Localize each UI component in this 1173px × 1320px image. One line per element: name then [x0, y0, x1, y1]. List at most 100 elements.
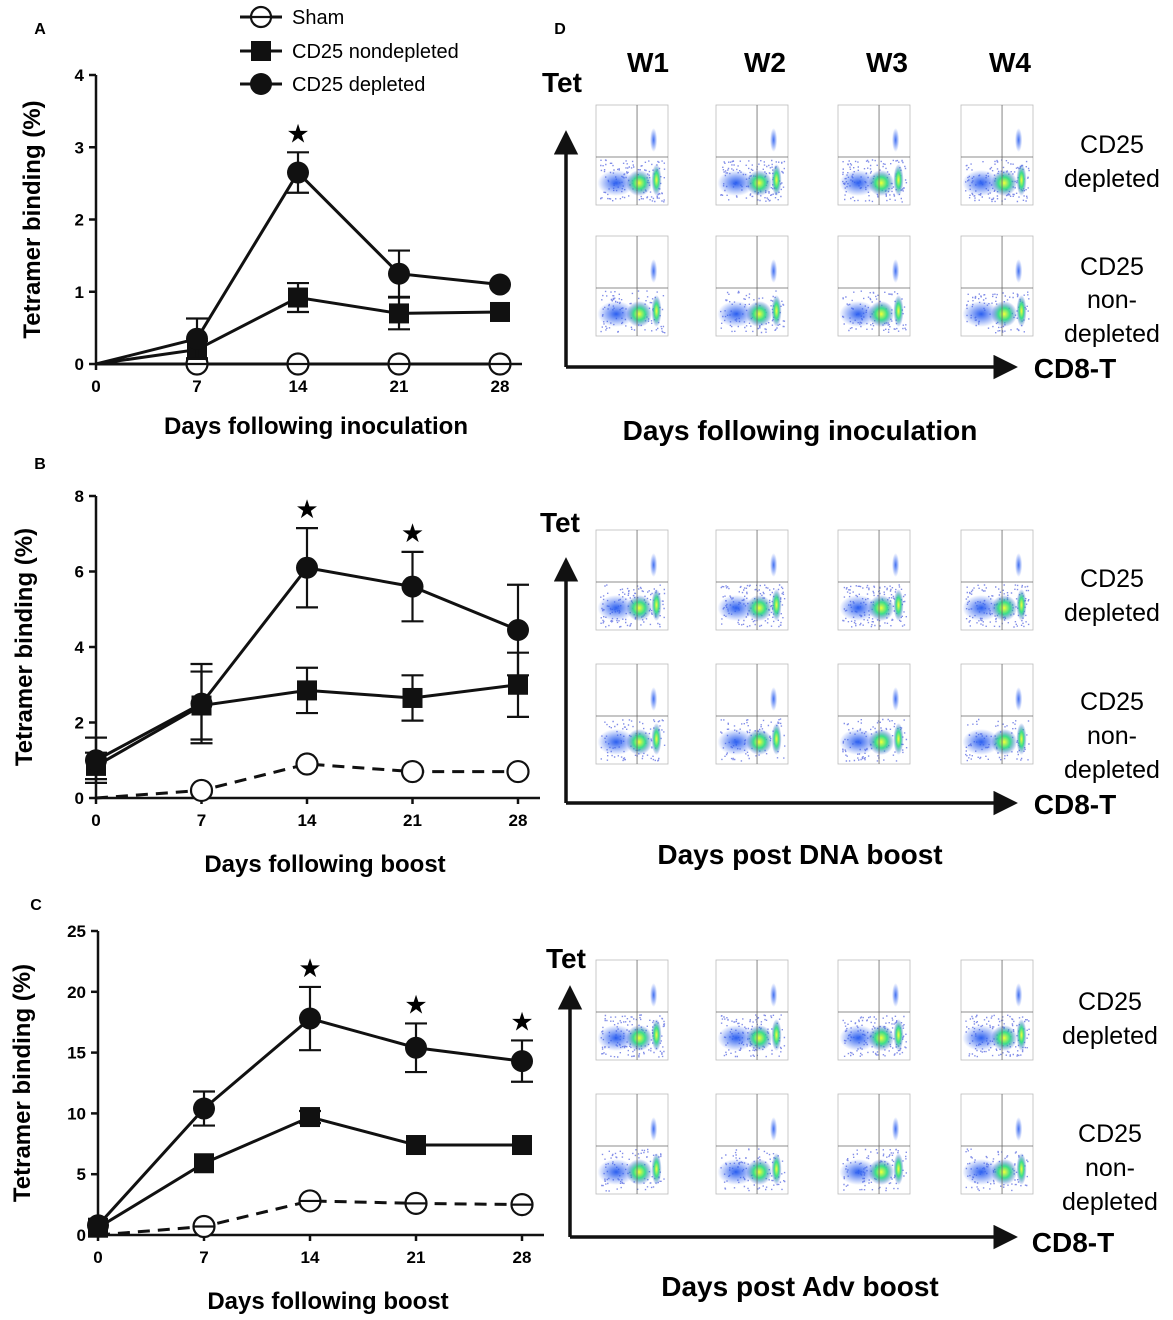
population-blob [771, 723, 782, 755]
population-blob [771, 1019, 782, 1051]
population-blob [1016, 589, 1027, 621]
population-blob [651, 589, 662, 621]
row-label: depleted [1064, 320, 1160, 348]
population-blob [991, 1159, 1018, 1185]
panel-label: D [554, 21, 566, 38]
legend-item-depleted: CD25 depleted [240, 73, 425, 96]
tetramer-positive-cluster [770, 1117, 778, 1141]
dot-plot [960, 1093, 1034, 1195]
population-blob [868, 301, 895, 327]
population-blob [717, 1159, 755, 1185]
population-blob [962, 170, 1000, 196]
tetramer-positive-cluster [892, 259, 900, 283]
row-label: CD25 [1080, 688, 1144, 716]
x-tick-label: 28 [513, 1248, 532, 1267]
dot-plot [715, 529, 789, 631]
data-point [401, 575, 424, 598]
chart-panel-a: A 0 1 2 3 4 0 7 14 21 28 Tetramer binding (%) Days f… [19, 21, 522, 440]
row-label: depleted [1062, 1188, 1158, 1216]
significance-star: ★ [298, 953, 321, 983]
column-header: W4 [989, 47, 1031, 78]
x-tick-label: 7 [197, 811, 206, 830]
data-point [193, 1097, 215, 1120]
cd8-axis-label: CD8-T [1032, 1227, 1114, 1258]
data-point [194, 1153, 214, 1174]
population-blob [771, 164, 782, 196]
population-blob [717, 301, 755, 327]
population-blob [1016, 295, 1027, 327]
y-tick-label: 25 [67, 922, 86, 941]
population-blob [991, 301, 1018, 327]
series-sham [97, 1189, 534, 1239]
data-point [296, 556, 318, 579]
tetramer-positive-cluster [1015, 259, 1023, 283]
population-blob [893, 723, 904, 755]
population-blob [746, 301, 773, 327]
dot-plot [595, 235, 669, 337]
dot-plot [595, 959, 669, 1061]
population-blob [991, 1025, 1018, 1051]
panel-label: C [30, 897, 42, 914]
population-blob [962, 595, 1000, 621]
data-point [186, 327, 208, 350]
column-header: W2 [744, 47, 786, 78]
population-blob [626, 1159, 653, 1185]
panel-label: A [34, 21, 46, 38]
series-cd25-depleted [85, 526, 529, 785]
chart-panel-c: C 0 5 10 15 20 25 0 7 14 21 28 Tetramer binding (%) D… [9, 897, 544, 1315]
data-point [506, 759, 530, 784]
significance-star: ★ [401, 518, 424, 548]
row-label: CD25 [1078, 988, 1142, 1016]
x-tick-label: 7 [199, 1248, 208, 1267]
dot-plot [715, 1093, 789, 1195]
dot-plot [837, 663, 911, 765]
population-blob [839, 301, 877, 327]
y-tick-label: 4 [75, 66, 85, 85]
population-blob [597, 1159, 635, 1185]
dot-plot [837, 104, 911, 206]
series-sham [95, 752, 530, 803]
series-cd25-nondepleted [95, 281, 510, 366]
x-tick-label: 14 [298, 811, 317, 830]
legend-label: CD25 depleted [292, 74, 425, 96]
population-blob [868, 1025, 895, 1051]
dot-plot [960, 104, 1034, 206]
row-label: depleted [1062, 1022, 1158, 1050]
y-axis-title: Tetramer binding (%) [11, 528, 38, 766]
data-point [490, 301, 510, 322]
y-axis-title: Tetramer binding (%) [19, 100, 46, 338]
data-point [489, 273, 511, 296]
series-cd25-depleted [87, 985, 533, 1237]
population-blob [746, 1159, 773, 1185]
population-blob [893, 295, 904, 327]
data-point [512, 1135, 532, 1156]
dot-plot [960, 663, 1034, 765]
population-blob [868, 170, 895, 196]
tetramer-positive-cluster [892, 1117, 900, 1141]
population-blob [771, 295, 782, 327]
population-blob [893, 1153, 904, 1185]
tetramer-positive-cluster [770, 553, 778, 577]
x-tick-label: 7 [192, 377, 201, 396]
significance-star: ★ [295, 494, 318, 524]
series-line [95, 762, 518, 800]
y-tick-label: 15 [67, 1044, 86, 1063]
row-label: depleted [1064, 165, 1160, 193]
dot-plot [960, 959, 1034, 1061]
population-blob [868, 1159, 895, 1185]
y-tick-label: 6 [75, 563, 84, 582]
population-blob [717, 729, 755, 755]
y-tick-label: 20 [67, 983, 86, 1002]
tetramer-positive-cluster [650, 1117, 658, 1141]
y-tick-label: 0 [75, 355, 84, 374]
dot-plot [595, 529, 669, 631]
data-point [189, 778, 214, 803]
population-blob [626, 170, 653, 196]
dot-plot [960, 529, 1034, 631]
population-blob [746, 729, 773, 755]
y-tick-label: 0 [77, 1226, 86, 1245]
tetramer-positive-cluster [892, 128, 900, 152]
x-tick-label: 21 [407, 1248, 426, 1267]
data-point [402, 687, 423, 708]
row-label: non- [1087, 286, 1137, 314]
